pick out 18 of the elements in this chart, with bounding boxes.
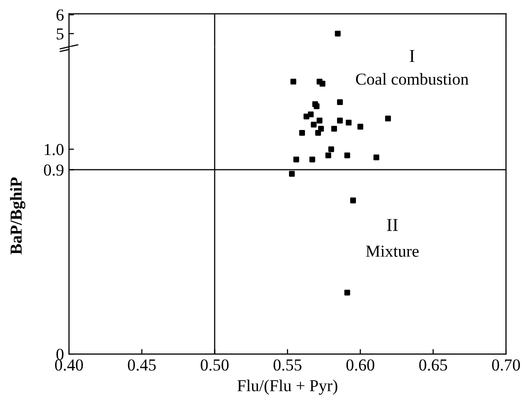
x-tick-label: 0.70	[492, 359, 520, 371]
x-tick-label: 0.65	[419, 359, 448, 371]
annotation: Mixture	[366, 246, 419, 257]
annotation: I	[410, 50, 414, 62]
y-tick-label: 6	[56, 9, 64, 21]
x-tick-label: 0.50	[200, 359, 229, 371]
x-tick-label: 0.45	[128, 359, 156, 371]
x-tick-label: 0.40	[55, 359, 83, 371]
y-tick-label: 0	[56, 348, 64, 360]
x-tick-label: 0.55	[274, 359, 302, 371]
y-tick-label: 5	[56, 28, 64, 40]
y-tick-label: 0.9	[44, 164, 64, 176]
x-axis-title: Flu/(Flu + Pyr)	[237, 380, 338, 395]
y-tick-label: 1.0	[44, 144, 64, 156]
x-tick-label: 0.60	[346, 359, 374, 371]
y-axis-title: BaP/BghiP	[10, 177, 26, 254]
annotation: II	[387, 219, 398, 231]
annotation: Coal combustion	[356, 73, 468, 85]
